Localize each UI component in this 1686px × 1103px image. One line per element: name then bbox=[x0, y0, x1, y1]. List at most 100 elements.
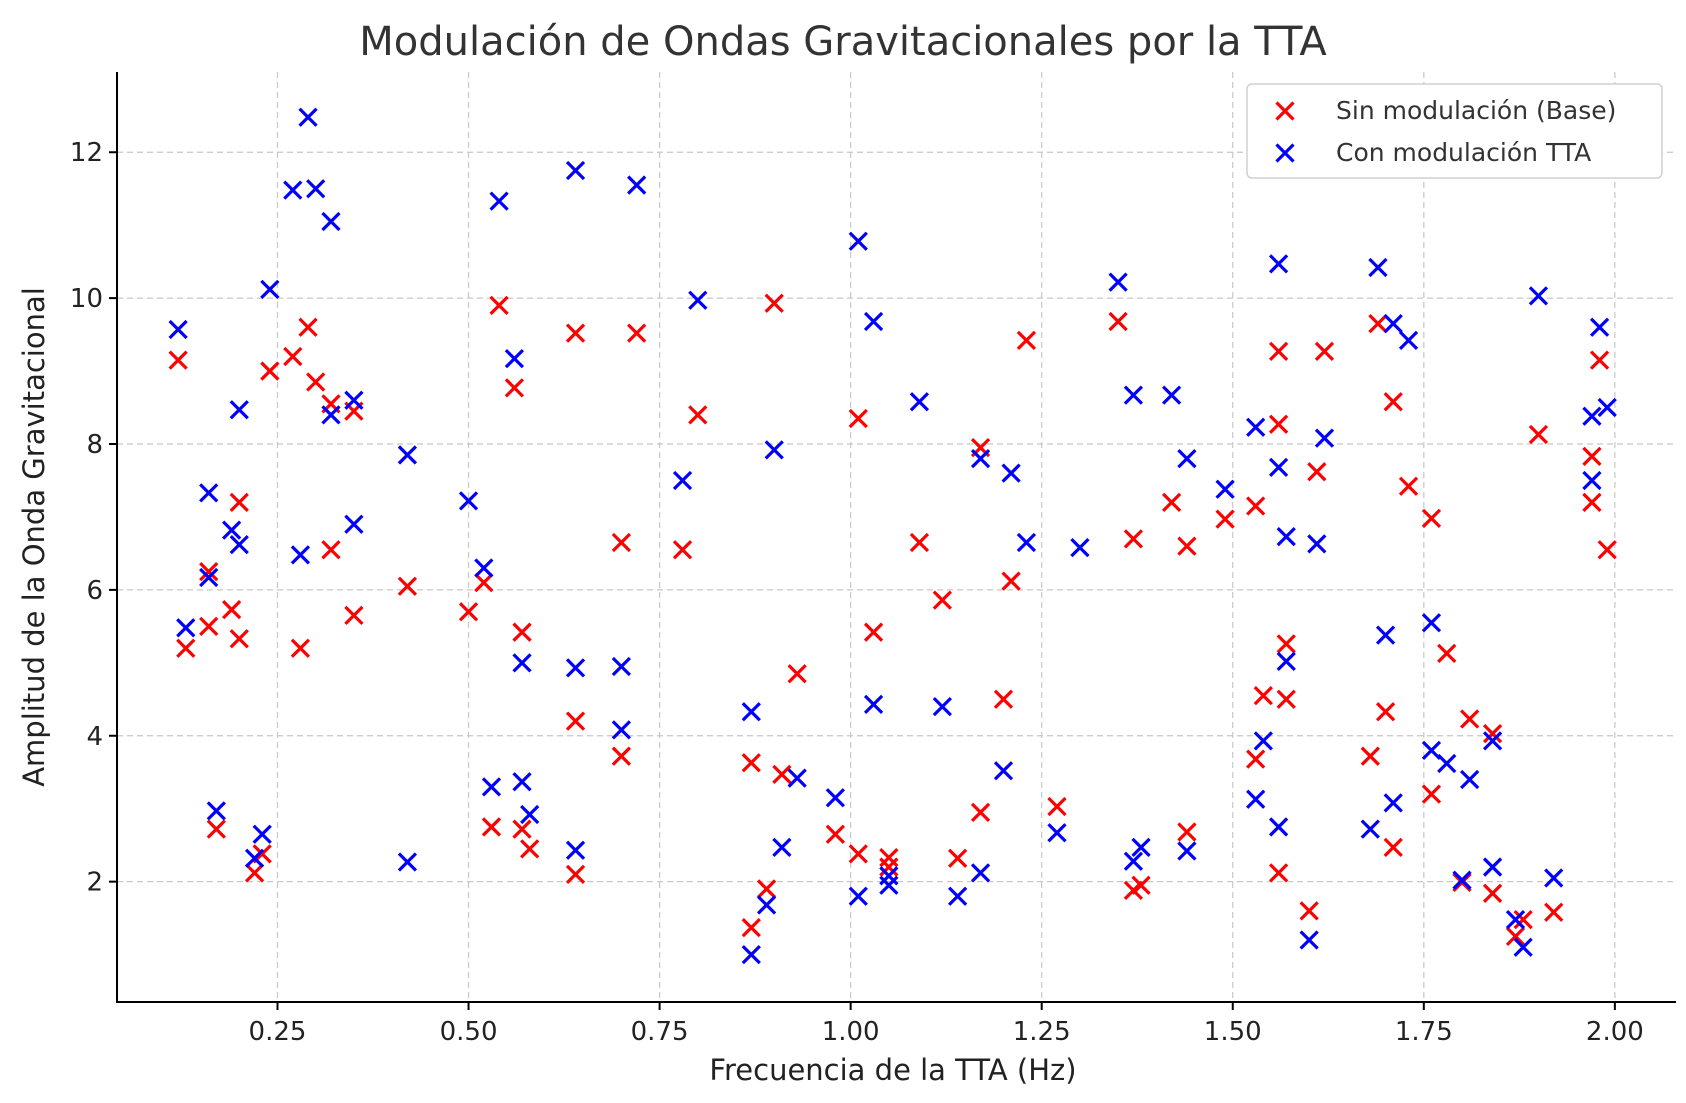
data-point-con-modulacion bbox=[565, 160, 586, 181]
data-point-con-modulacion bbox=[229, 535, 249, 555]
data-point-con-modulacion bbox=[481, 777, 502, 797]
legend: Sin modulación (Base) Con modulación TTA bbox=[1246, 83, 1663, 179]
data-point-sin-modulacion bbox=[879, 847, 899, 868]
data-point-con-modulacion bbox=[1047, 823, 1067, 843]
data-point-con-modulacion bbox=[1268, 254, 1289, 274]
data-point-sin-modulacion bbox=[1513, 909, 1533, 930]
data-point-sin-modulacion bbox=[1375, 702, 1396, 722]
data-point-sin-modulacion bbox=[1161, 492, 1182, 512]
data-point-sin-modulacion bbox=[504, 378, 525, 398]
data-point-sin-modulacion bbox=[1421, 508, 1442, 529]
data-point-sin-modulacion bbox=[481, 817, 502, 837]
data-point-con-modulacion bbox=[1589, 317, 1610, 337]
data-point-con-modulacion bbox=[565, 840, 586, 860]
x-tick-label: 1.00 bbox=[822, 1017, 880, 1047]
data-point-con-modulacion bbox=[863, 694, 884, 715]
data-point-con-modulacion bbox=[512, 653, 532, 673]
data-point-con-modulacion bbox=[1246, 789, 1266, 809]
data-point-con-modulacion bbox=[1482, 731, 1503, 751]
data-point-con-modulacion bbox=[825, 788, 845, 808]
data-point-sin-modulacion bbox=[848, 844, 868, 864]
data-point-con-modulacion bbox=[1513, 937, 1533, 957]
data-point-con-modulacion bbox=[489, 191, 509, 211]
data-point-sin-modulacion bbox=[1597, 540, 1617, 560]
data-point-sin-modulacion bbox=[756, 879, 777, 899]
legend-label-sin-modulacion: Sin modulación (Base) bbox=[1336, 96, 1616, 125]
data-point-con-modulacion bbox=[458, 491, 479, 511]
data-point-sin-modulacion bbox=[1383, 392, 1403, 412]
x-tick-label: 0.75 bbox=[631, 1017, 689, 1047]
data-point-con-modulacion bbox=[1001, 463, 1021, 483]
data-point-sin-modulacion bbox=[1482, 883, 1503, 903]
data-point-con-modulacion bbox=[1276, 527, 1296, 547]
data-point-con-modulacion bbox=[879, 875, 899, 895]
data-point-sin-modulacion bbox=[1299, 901, 1319, 921]
data-point-con-modulacion bbox=[1268, 457, 1289, 477]
data-point-con-modulacion bbox=[993, 761, 1014, 781]
data-point-sin-modulacion bbox=[948, 848, 968, 868]
legend-box bbox=[1246, 83, 1663, 179]
axes: 0.25 0.50 0.75 1.00 1.25 1.50 1.75 2.00 2 4 6 8 10 12 bbox=[70, 72, 1676, 1047]
data-point-con-modulacion bbox=[306, 179, 326, 199]
legend-x-marker bbox=[1275, 143, 1295, 163]
data-point-con-modulacion bbox=[1505, 909, 1526, 930]
data-point-sin-modulacion bbox=[1398, 476, 1419, 496]
data-point-sin-modulacion bbox=[611, 746, 632, 766]
data-point-con-modulacion bbox=[1070, 537, 1090, 558]
data-point-sin-modulacion bbox=[168, 350, 188, 370]
data-point-sin-modulacion bbox=[458, 602, 479, 622]
data-point-con-modulacion bbox=[1215, 479, 1235, 499]
data-point-sin-modulacion bbox=[1177, 822, 1197, 842]
data-point-sin-modulacion bbox=[206, 819, 226, 839]
x-tick-label: 0.25 bbox=[249, 1017, 307, 1047]
data-point-sin-modulacion bbox=[1544, 902, 1564, 922]
data-point-sin-modulacion bbox=[1437, 643, 1457, 663]
data-point-con-modulacion bbox=[1383, 793, 1403, 813]
data-point-con-modulacion bbox=[764, 440, 784, 460]
data-point-con-modulacion bbox=[1131, 837, 1151, 857]
data-point-con-modulacion bbox=[1123, 851, 1144, 871]
data-point-con-modulacion bbox=[688, 290, 708, 310]
y-tick-label: 10 bbox=[70, 284, 103, 314]
data-point-sin-modulacion bbox=[863, 622, 884, 642]
data-point-sin-modulacion bbox=[1246, 749, 1266, 769]
data-point-sin-modulacion bbox=[1314, 341, 1335, 361]
data-point-sin-modulacion bbox=[290, 638, 311, 658]
data-point-sin-modulacion bbox=[1276, 634, 1296, 654]
data-point-con-modulacion bbox=[1368, 257, 1388, 278]
chart-title: Modulación de Ondas Gravitacionales por … bbox=[359, 19, 1327, 65]
data-point-con-modulacion bbox=[741, 944, 761, 965]
data-point-con-modulacion bbox=[1383, 314, 1403, 334]
x-tick-label: 2.00 bbox=[1586, 1017, 1644, 1047]
data-point-sin-modulacion bbox=[1276, 689, 1296, 709]
data-point-con-modulacion bbox=[627, 175, 647, 195]
data-point-sin-modulacion bbox=[306, 372, 326, 392]
data-point-con-modulacion bbox=[1108, 272, 1128, 292]
data-point-con-modulacion bbox=[970, 863, 991, 883]
data-point-con-modulacion bbox=[932, 696, 952, 717]
data-point-sin-modulacion bbox=[229, 492, 249, 512]
data-point-sin-modulacion bbox=[879, 857, 899, 877]
legend-x-marker bbox=[1275, 101, 1295, 121]
data-point-con-modulacion bbox=[772, 837, 792, 857]
data-point-con-modulacion bbox=[229, 400, 249, 420]
data-point-sin-modulacion bbox=[244, 863, 265, 883]
data-point-con-modulacion bbox=[848, 231, 868, 251]
data-point-sin-modulacion bbox=[1253, 686, 1273, 706]
legend-marker-sin-modulacion bbox=[1275, 101, 1295, 121]
data-point-sin-modulacion bbox=[1016, 330, 1037, 351]
data-point-con-modulacion bbox=[199, 483, 219, 503]
data-point-con-modulacion bbox=[909, 392, 930, 412]
data-point-con-modulacion bbox=[1437, 753, 1457, 774]
y-tick-label: 6 bbox=[86, 576, 103, 606]
data-point-sin-modulacion bbox=[1268, 341, 1289, 361]
data-point-con-modulacion bbox=[474, 558, 494, 578]
data-point-con-modulacion bbox=[344, 514, 364, 534]
data-point-sin-modulacion bbox=[1460, 709, 1480, 729]
data-point-con-modulacion bbox=[1268, 817, 1289, 837]
y-tick-label: 4 bbox=[86, 722, 103, 752]
data-point-con-modulacion bbox=[1360, 819, 1380, 839]
data-point-sin-modulacion bbox=[344, 605, 364, 626]
data-point-con-modulacion bbox=[1299, 930, 1319, 950]
data-point-sin-modulacion bbox=[199, 562, 219, 582]
